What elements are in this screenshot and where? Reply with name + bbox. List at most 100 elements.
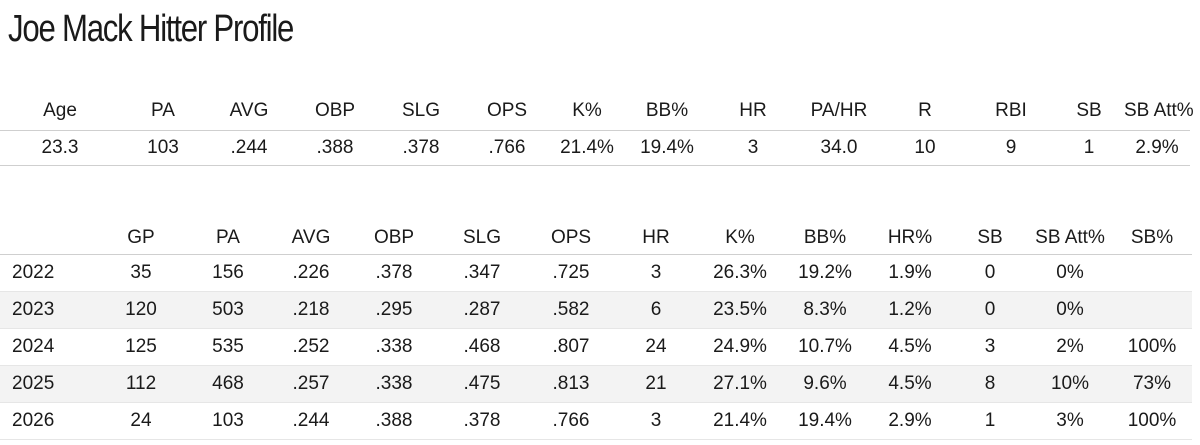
sb-att-pct-cell: 3% [1028, 402, 1112, 440]
gp-cell: 35 [96, 254, 186, 292]
avg-cell: .257 [270, 365, 352, 403]
header-sb-att-pct: SB Att% [1028, 222, 1112, 255]
sb-att-pct-cell: 10% [1028, 365, 1112, 403]
value-age: 23.3 [0, 130, 120, 166]
value-bb-pct: 19.4% [624, 130, 710, 166]
k-pct-cell: 27.1% [698, 365, 782, 403]
header-bb-pct: BB% [624, 92, 710, 131]
header-avg: AVG [206, 92, 292, 131]
hr-cell: 21 [614, 365, 698, 403]
hr-cell: 6 [614, 291, 698, 329]
value-sb: 1 [1054, 130, 1124, 166]
table-row: 2024 125 535 .252 .338 .468 .807 24 24.9… [0, 328, 1192, 366]
slg-cell: .347 [436, 254, 528, 292]
value-pa: 103 [120, 130, 206, 166]
value-ops: .766 [464, 130, 550, 166]
header-k-pct: K% [550, 92, 624, 131]
pa-cell: 535 [186, 328, 270, 366]
header-gp: GP [96, 222, 186, 255]
page-title: Joe Mack Hitter Profile [8, 8, 294, 50]
sb-cell: 8 [952, 365, 1028, 403]
header-hr: HR [710, 92, 796, 131]
obp-cell: .295 [352, 291, 436, 329]
header-obp: OBP [292, 92, 378, 131]
table-row: 2025 112 468 .257 .338 .475 .813 21 27.1… [0, 365, 1192, 403]
table-row: 2023 120 503 .218 .295 .287 .582 6 23.5%… [0, 291, 1192, 329]
header-ops: OPS [528, 222, 614, 255]
sb-att-pct-cell: 0% [1028, 291, 1112, 329]
ops-cell: .807 [528, 328, 614, 366]
year-cell: 2026 [0, 402, 96, 440]
k-pct-cell: 26.3% [698, 254, 782, 292]
header-r: R [882, 92, 968, 131]
slg-cell: .468 [436, 328, 528, 366]
sb-pct-cell [1112, 291, 1192, 329]
year-cell: 2024 [0, 328, 96, 366]
sb-cell: 0 [952, 291, 1028, 329]
avg-cell: .226 [270, 254, 352, 292]
avg-cell: .252 [270, 328, 352, 366]
hr-pct-cell: 2.9% [868, 402, 952, 440]
header-avg: AVG [270, 222, 352, 255]
year-cell: 2023 [0, 291, 96, 329]
header-hr: HR [614, 222, 698, 255]
hr-cell: 3 [614, 402, 698, 440]
bb-pct-cell: 19.4% [782, 402, 868, 440]
yearly-header-row: GP PA AVG OBP SLG OPS HR K% BB% HR% SB S… [0, 222, 1192, 255]
value-avg: .244 [206, 130, 292, 166]
value-slg: .378 [378, 130, 464, 166]
summary-stats-table: Age PA AVG OBP SLG OPS K% BB% HR PA/HR R… [0, 92, 1194, 166]
header-pa-per-hr: PA/HR [796, 92, 882, 131]
header-slg: SLG [436, 222, 528, 255]
slg-cell: .475 [436, 365, 528, 403]
header-hr-pct: HR% [868, 222, 952, 255]
avg-cell: .218 [270, 291, 352, 329]
header-k-pct: K% [698, 222, 782, 255]
bb-pct-cell: 19.2% [782, 254, 868, 292]
header-rbi: RBI [968, 92, 1054, 131]
header-bb-pct: BB% [782, 222, 868, 255]
bb-pct-cell: 8.3% [782, 291, 868, 329]
header-pa: PA [120, 92, 206, 131]
sb-att-pct-cell: 0% [1028, 254, 1112, 292]
slg-cell: .378 [436, 402, 528, 440]
sb-cell: 3 [952, 328, 1028, 366]
header-slg: SLG [378, 92, 464, 131]
obp-cell: .388 [352, 402, 436, 440]
avg-cell: .244 [270, 402, 352, 440]
sb-cell: 1 [952, 402, 1028, 440]
ops-cell: .725 [528, 254, 614, 292]
pa-cell: 468 [186, 365, 270, 403]
obp-cell: .338 [352, 328, 436, 366]
hr-pct-cell: 1.2% [868, 291, 952, 329]
header-year [0, 222, 96, 255]
header-pa: PA [186, 222, 270, 255]
k-pct-cell: 24.9% [698, 328, 782, 366]
summary-value-row: 23.3 103 .244 .388 .378 .766 21.4% 19.4%… [0, 130, 1190, 166]
ops-cell: .813 [528, 365, 614, 403]
sb-pct-cell: 100% [1112, 328, 1192, 366]
hr-pct-cell: 4.5% [868, 328, 952, 366]
gp-cell: 120 [96, 291, 186, 329]
header-sb-att-pct: SB Att% [1124, 92, 1194, 131]
yearly-stats-table: GP PA AVG OBP SLG OPS HR K% BB% HR% SB S… [0, 222, 1192, 440]
k-pct-cell: 23.5% [698, 291, 782, 329]
hr-cell: 3 [614, 254, 698, 292]
header-obp: OBP [352, 222, 436, 255]
header-sb-pct: SB% [1112, 222, 1192, 255]
value-hr: 3 [710, 130, 796, 166]
pa-cell: 503 [186, 291, 270, 329]
k-pct-cell: 21.4% [698, 402, 782, 440]
header-sb: SB [952, 222, 1028, 255]
table-row: 2022 35 156 .226 .378 .347 .725 3 26.3% … [0, 254, 1192, 292]
obp-cell: .338 [352, 365, 436, 403]
bb-pct-cell: 10.7% [782, 328, 868, 366]
header-ops: OPS [464, 92, 550, 131]
sb-pct-cell [1112, 254, 1192, 292]
value-k-pct: 21.4% [550, 130, 624, 166]
hr-cell: 24 [614, 328, 698, 366]
year-cell: 2025 [0, 365, 96, 403]
value-r: 10 [882, 130, 968, 166]
ops-cell: .582 [528, 291, 614, 329]
header-sb: SB [1054, 92, 1124, 131]
